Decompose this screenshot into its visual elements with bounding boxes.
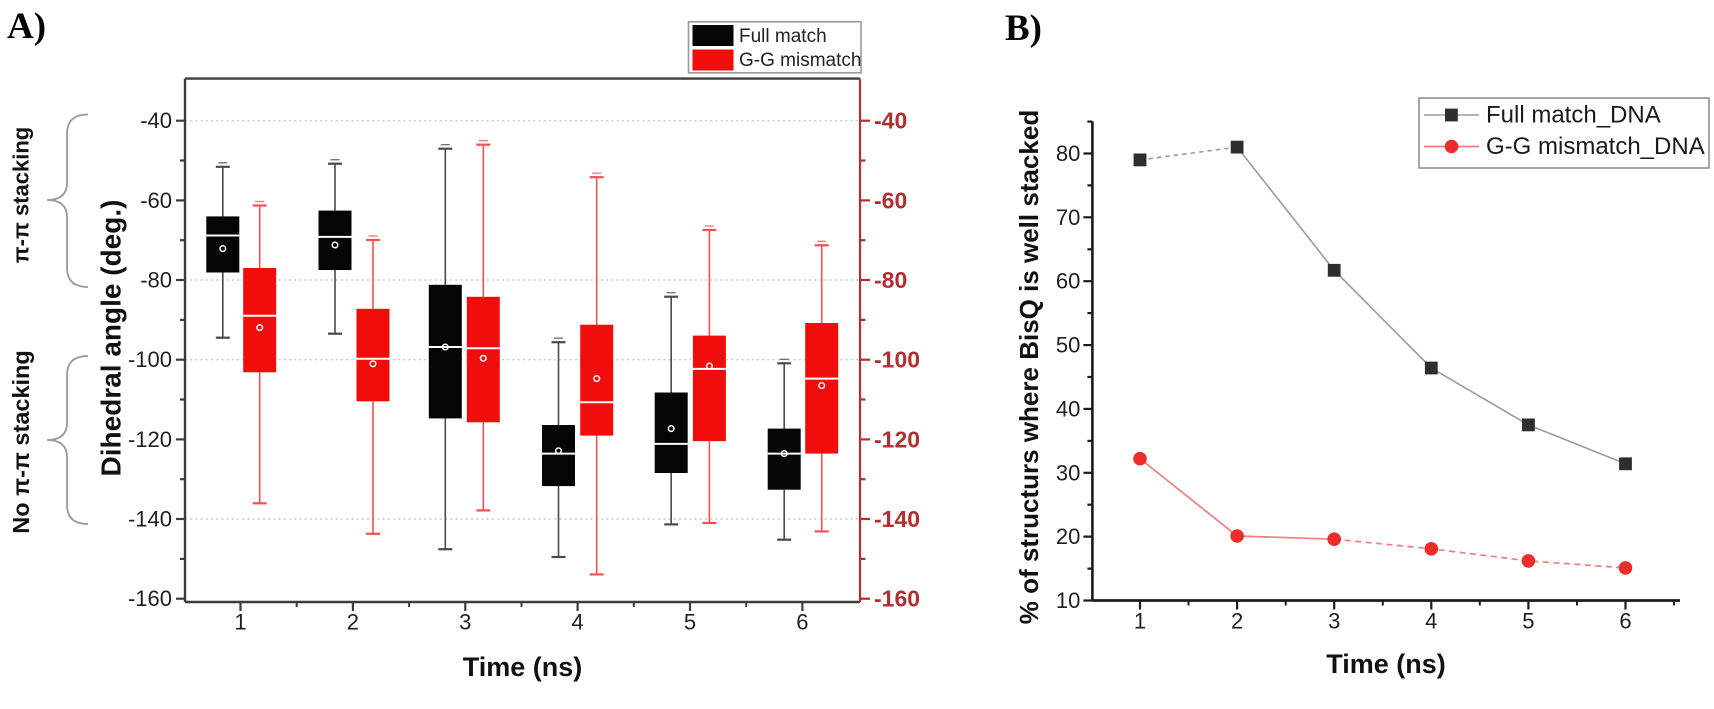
svg-text:5: 5 [1522, 609, 1534, 634]
svg-text:5: 5 [684, 610, 696, 635]
svg-text:% of structurs where BisQ is w: % of structurs where BisQ is well stacke… [1014, 110, 1044, 624]
svg-text:-160: -160 [128, 586, 172, 611]
svg-text:-140: -140 [128, 507, 172, 532]
svg-text:-40: -40 [874, 108, 907, 134]
svg-text:A): A) [7, 6, 46, 47]
svg-text:1: 1 [1134, 609, 1146, 634]
svg-text:Full match_DNA: Full match_DNA [1486, 102, 1661, 129]
svg-text:3: 3 [1328, 609, 1340, 634]
svg-text:-60: -60 [874, 187, 907, 213]
svg-text:B): B) [1005, 8, 1042, 49]
svg-text:60: 60 [1056, 269, 1080, 294]
svg-text:-80: -80 [874, 267, 907, 293]
svg-text:Dihedral angle (deg.): Dihedral angle (deg.) [96, 200, 127, 477]
svg-text:-80: -80 [140, 268, 172, 293]
svg-text:-120: -120 [874, 426, 920, 452]
svg-text:4: 4 [1425, 609, 1437, 634]
svg-text:π-π stacking: π-π stacking [9, 127, 34, 263]
svg-text:10: 10 [1056, 588, 1080, 613]
svg-text:No π-π stacking: No π-π stacking [8, 350, 34, 534]
svg-text:3: 3 [459, 610, 471, 635]
svg-text:-40: -40 [140, 108, 172, 133]
svg-text:G-G mismatch: G-G mismatch [739, 50, 861, 71]
svg-text:-120: -120 [128, 427, 172, 452]
svg-text:1: 1 [234, 610, 246, 635]
svg-text:G-G mismatch_DNA: G-G mismatch_DNA [1486, 133, 1705, 160]
svg-text:-160: -160 [874, 586, 920, 612]
svg-text:6: 6 [1619, 609, 1631, 634]
svg-text:30: 30 [1056, 460, 1080, 485]
svg-text:20: 20 [1056, 524, 1080, 549]
svg-text:80: 80 [1056, 141, 1080, 166]
svg-text:70: 70 [1056, 205, 1080, 230]
svg-text:2: 2 [347, 610, 359, 635]
svg-text:-60: -60 [140, 188, 172, 213]
svg-text:2: 2 [1231, 609, 1243, 634]
svg-text:50: 50 [1056, 333, 1080, 358]
svg-text:4: 4 [571, 610, 583, 635]
svg-text:Time (ns): Time (ns) [1326, 649, 1446, 679]
svg-text:-100: -100 [128, 347, 172, 372]
svg-text:6: 6 [796, 610, 808, 635]
svg-text:-140: -140 [874, 506, 920, 532]
svg-text:Time (ns): Time (ns) [463, 652, 583, 682]
svg-text:-100: -100 [874, 347, 920, 373]
svg-text:40: 40 [1056, 396, 1080, 421]
svg-text:Full match: Full match [739, 26, 827, 47]
